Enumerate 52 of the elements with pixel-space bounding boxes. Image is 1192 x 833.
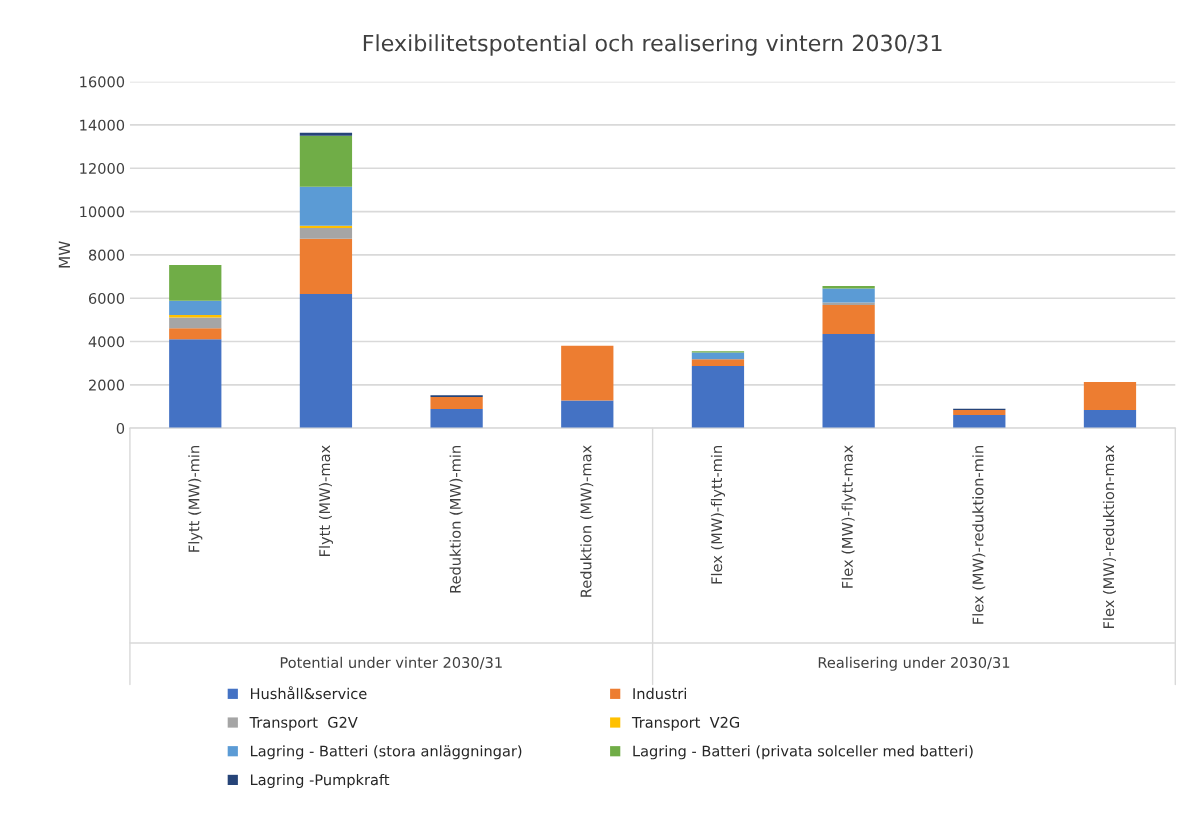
bar <box>430 396 483 409</box>
text: Realisering under 2030/31 <box>818 656 1010 671</box>
x-tick-label: Flex (MW)-reduktion-min <box>972 446 986 624</box>
bar <box>822 304 875 334</box>
x-tick-label: Flytt (MW)-min <box>188 446 203 552</box>
bar <box>169 300 222 315</box>
bar <box>953 409 1006 415</box>
legend-label: Transport V2G <box>631 716 740 731</box>
x-tick-label: Flex (MW)-flytt-max <box>841 445 856 588</box>
bar <box>299 186 353 226</box>
bar <box>822 333 875 429</box>
bar <box>299 294 353 429</box>
legend-label: Lagring - Batteri (stora anläggningar) <box>250 745 522 760</box>
y-tick-label: 12000 <box>80 162 125 175</box>
legend-label: Hushåll&service <box>250 686 367 700</box>
legend-label: Lagring -Pumpkraft <box>250 773 390 789</box>
x-tick-label: Flex (MW)-flytt-min <box>710 446 726 584</box>
text: Potential under vinter 2030/31 <box>280 656 502 670</box>
bar <box>299 238 353 295</box>
bar <box>169 328 222 340</box>
legend-label: Industri <box>633 687 686 700</box>
y-tick-label: 14000 <box>80 119 125 131</box>
bar <box>691 366 745 429</box>
chart-title: Flexibilitetspotential och realisering vintern 2030/31 <box>363 34 942 56</box>
bar <box>169 265 222 301</box>
legend-label: Transport G2V <box>249 716 358 731</box>
x-tick-label: Flytt (MW)-max <box>318 445 333 556</box>
y-axis-title: MW <box>58 241 70 268</box>
bar <box>169 339 222 429</box>
y-tick-label: 4000 <box>88 336 125 348</box>
x-tick-label: Flex (MW)-reduktion-max <box>1102 445 1116 629</box>
bar <box>299 228 353 239</box>
bar <box>169 317 222 329</box>
y-tick-label: 16000 <box>80 76 125 88</box>
x-tick-label: Reduktion (MW)-max <box>580 445 594 597</box>
y-tick-label: 0 <box>116 422 125 434</box>
y-tick-label: 8000 <box>88 249 125 261</box>
bar <box>822 288 875 303</box>
bar <box>561 345 614 401</box>
bar <box>430 408 483 429</box>
y-tick-label: 10000 <box>80 206 125 218</box>
y-tick-label: 2000 <box>89 379 125 391</box>
bar <box>691 359 745 366</box>
bar <box>299 135 353 187</box>
legend-label: Lagring - Batteri (privata solceller med batteri) <box>633 745 973 760</box>
bar <box>953 414 1006 429</box>
bar <box>1083 409 1137 429</box>
bar <box>1083 382 1137 410</box>
y-tick-label: 6000 <box>88 292 125 304</box>
bar <box>299 132 353 136</box>
bar <box>561 400 614 429</box>
x-tick-label: Reduktion (MW)-min <box>449 446 463 593</box>
